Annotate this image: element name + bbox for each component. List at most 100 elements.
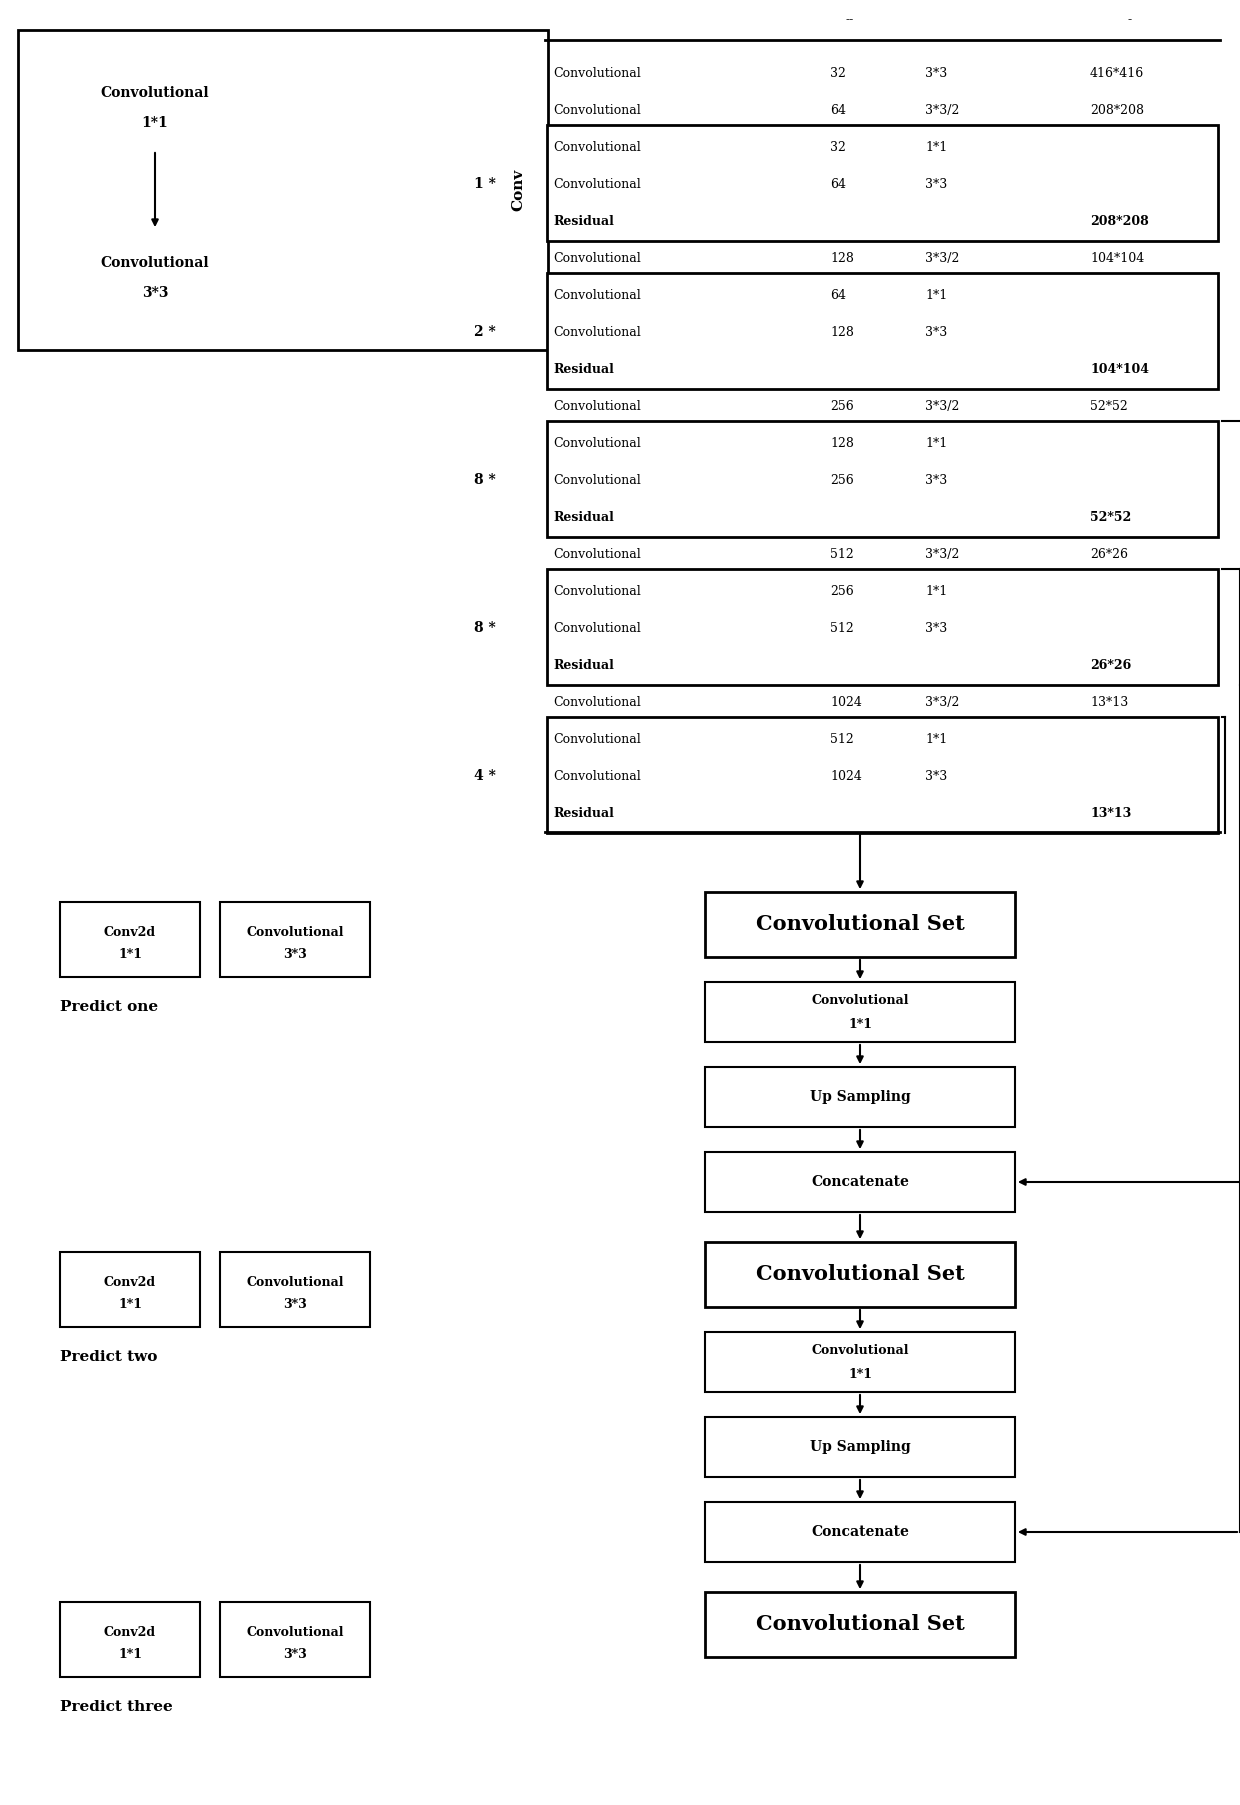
Text: Predict two: Predict two bbox=[60, 1350, 157, 1365]
Bar bbox=[547, 421, 1218, 538]
Text: 1*1: 1*1 bbox=[118, 1298, 143, 1310]
Bar bbox=[706, 892, 1016, 957]
Bar bbox=[219, 902, 370, 977]
Bar bbox=[60, 1603, 200, 1677]
Text: Predict one: Predict one bbox=[60, 1000, 159, 1014]
Text: 64: 64 bbox=[830, 105, 846, 117]
Text: Convolutional: Convolutional bbox=[247, 1626, 343, 1639]
Text: Conv: Conv bbox=[511, 170, 525, 211]
Text: Convolutional: Convolutional bbox=[811, 993, 909, 1007]
Text: 3*3: 3*3 bbox=[925, 771, 947, 783]
Text: 52*52: 52*52 bbox=[1090, 401, 1127, 413]
Bar bbox=[706, 982, 1016, 1041]
Text: 32: 32 bbox=[830, 141, 846, 153]
Text: Residual: Residual bbox=[553, 511, 614, 523]
Text: Concatenate: Concatenate bbox=[811, 1525, 909, 1540]
Text: Conv2d: Conv2d bbox=[104, 1626, 156, 1639]
Bar bbox=[547, 125, 1218, 242]
Text: 3*3/2: 3*3/2 bbox=[925, 105, 960, 117]
Text: Convolutional: Convolutional bbox=[553, 585, 641, 597]
Text: Up Sampling: Up Sampling bbox=[810, 1090, 910, 1105]
Text: 3*3/2: 3*3/2 bbox=[925, 549, 960, 561]
Text: 128: 128 bbox=[830, 327, 854, 339]
Text: 1*1: 1*1 bbox=[925, 585, 947, 597]
Text: 1*1: 1*1 bbox=[925, 437, 947, 449]
Text: 104*104: 104*104 bbox=[1090, 253, 1145, 265]
Text: Convolutional: Convolutional bbox=[553, 141, 641, 153]
Bar bbox=[219, 1603, 370, 1677]
Text: Convolutional: Convolutional bbox=[553, 327, 641, 339]
Text: 3*3: 3*3 bbox=[925, 179, 947, 191]
Text: Convolutional: Convolutional bbox=[553, 289, 641, 301]
Text: 1*1: 1*1 bbox=[925, 289, 947, 301]
Text: 3*3: 3*3 bbox=[925, 623, 947, 635]
Bar bbox=[706, 1417, 1016, 1476]
Bar bbox=[706, 1332, 1016, 1392]
Text: 1*1: 1*1 bbox=[118, 1648, 143, 1661]
Text: 208*208: 208*208 bbox=[1090, 105, 1145, 117]
Bar bbox=[219, 1253, 370, 1327]
Bar bbox=[706, 1242, 1016, 1307]
Text: 1 *: 1 * bbox=[474, 177, 496, 191]
Bar bbox=[60, 1253, 200, 1327]
Text: Convolutional: Convolutional bbox=[553, 623, 641, 635]
Bar bbox=[706, 1502, 1016, 1561]
Text: Convolutional: Convolutional bbox=[553, 733, 641, 745]
Bar bbox=[55, 229, 255, 319]
Text: 13*13: 13*13 bbox=[1090, 807, 1131, 819]
Text: 3*3: 3*3 bbox=[925, 475, 947, 487]
Bar bbox=[19, 31, 548, 350]
Text: 3*3: 3*3 bbox=[925, 67, 947, 79]
Bar bbox=[547, 717, 1218, 832]
Text: 104*104: 104*104 bbox=[1090, 363, 1149, 375]
Text: 3*3: 3*3 bbox=[283, 1648, 306, 1661]
Bar bbox=[547, 273, 1218, 390]
Text: Convolutional: Convolutional bbox=[553, 253, 641, 265]
Text: Predict three: Predict three bbox=[60, 1700, 172, 1715]
Text: 52*52: 52*52 bbox=[1090, 511, 1131, 523]
Text: 1024: 1024 bbox=[830, 771, 862, 783]
Text: 2 *: 2 * bbox=[474, 325, 496, 339]
Bar bbox=[60, 902, 200, 977]
Text: Residual: Residual bbox=[553, 215, 614, 227]
Text: 3*3/2: 3*3/2 bbox=[925, 401, 960, 413]
Bar bbox=[547, 569, 1218, 686]
Text: 512: 512 bbox=[830, 733, 854, 745]
Text: Convolutional: Convolutional bbox=[247, 1276, 343, 1289]
Text: 64: 64 bbox=[830, 289, 846, 301]
Text: Residual: Residual bbox=[553, 807, 614, 819]
Text: Convolutional: Convolutional bbox=[100, 256, 210, 271]
Text: 26*26: 26*26 bbox=[1090, 549, 1128, 561]
Text: Conv2d: Conv2d bbox=[104, 1276, 156, 1289]
Bar bbox=[706, 1152, 1016, 1211]
Text: 32: 32 bbox=[830, 67, 846, 79]
Text: Convolutional Set: Convolutional Set bbox=[755, 915, 965, 935]
Text: 8 *: 8 * bbox=[474, 473, 496, 487]
Bar bbox=[55, 60, 255, 150]
Text: 256: 256 bbox=[830, 401, 854, 413]
Text: 1*1: 1*1 bbox=[925, 733, 947, 745]
Text: Convolutional: Convolutional bbox=[553, 105, 641, 117]
Text: Up Sampling: Up Sampling bbox=[810, 1440, 910, 1455]
Text: 26*26: 26*26 bbox=[1090, 659, 1131, 671]
Text: 13*13: 13*13 bbox=[1090, 697, 1128, 709]
Text: 512: 512 bbox=[830, 549, 854, 561]
Text: 3*3/2: 3*3/2 bbox=[925, 253, 960, 265]
Text: 1*1: 1*1 bbox=[141, 116, 169, 130]
Text: Convolutional Set: Convolutional Set bbox=[755, 1614, 965, 1635]
Text: Convolutional: Convolutional bbox=[553, 475, 641, 487]
Text: Convolutional: Convolutional bbox=[100, 87, 210, 99]
Text: -: - bbox=[1128, 13, 1132, 27]
Text: 256: 256 bbox=[830, 475, 854, 487]
Text: --: -- bbox=[846, 13, 854, 27]
Text: 3*3: 3*3 bbox=[283, 1298, 306, 1310]
Text: Concatenate: Concatenate bbox=[811, 1175, 909, 1189]
Text: Convolutional Set: Convolutional Set bbox=[755, 1265, 965, 1285]
Text: 416*416: 416*416 bbox=[1090, 67, 1145, 79]
Bar bbox=[706, 1592, 1016, 1657]
Text: 8 *: 8 * bbox=[474, 621, 496, 635]
Text: Residual: Residual bbox=[553, 363, 614, 375]
Text: Convolutional: Convolutional bbox=[553, 549, 641, 561]
Text: Convolutional: Convolutional bbox=[553, 437, 641, 449]
Text: Conv2d: Conv2d bbox=[104, 926, 156, 939]
